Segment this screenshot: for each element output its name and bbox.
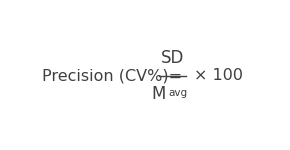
- Text: Precision (CV%)=: Precision (CV%)=: [42, 68, 183, 83]
- Text: avg: avg: [168, 88, 188, 98]
- Text: × 100: × 100: [194, 68, 242, 83]
- Text: M: M: [151, 85, 165, 103]
- Text: SD: SD: [161, 49, 184, 67]
